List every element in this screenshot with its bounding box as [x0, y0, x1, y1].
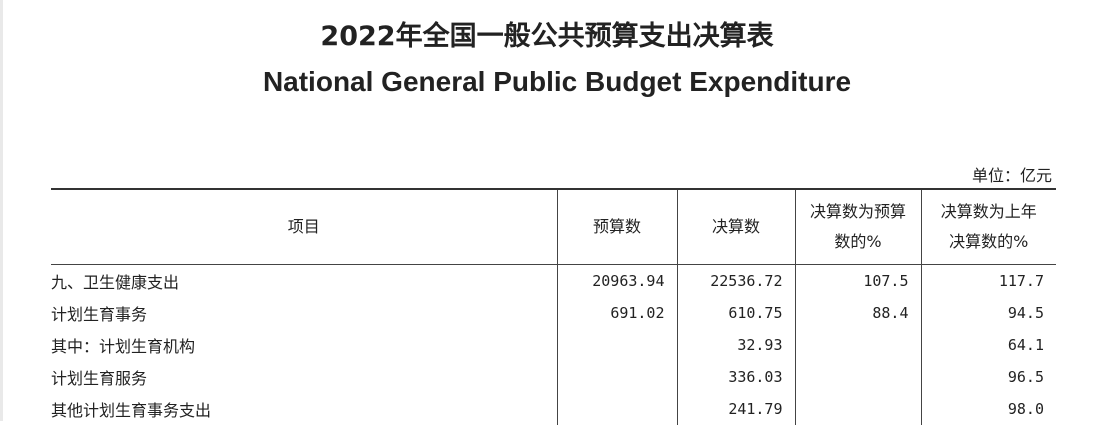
row-pct-prev: 94.5: [920, 297, 1056, 329]
page-title-english: National General Public Budget Expenditu…: [262, 66, 852, 97]
page-title-chinese: 2022年全国一般公共预算支出决算表: [320, 21, 774, 52]
table-header-row: 项目 预算数 决算数 决算数为预算数的% 决算数为上年决算数的%: [51, 188, 1056, 265]
row-final: 32.93: [676, 329, 795, 361]
table-row: 其他计划生育事务支出 241.79 98.0: [51, 393, 1056, 425]
row-pct-prev: 98.0: [920, 393, 1056, 425]
header-budget: 预算数: [556, 188, 677, 265]
header-pct-budget: 决算数为预算数的%: [794, 188, 921, 265]
row-item: 其他计划生育事务支出: [51, 401, 212, 420]
row-final: 336.03: [676, 361, 795, 393]
row-final: 241.79: [676, 393, 795, 425]
row-item: 计划生育服务: [51, 369, 148, 388]
row-final: 22536.72: [676, 264, 795, 297]
row-pct-budget: [794, 329, 921, 361]
header-item: 项目: [51, 188, 557, 265]
table-row: 计划生育事务 691.02 610.75 88.4 94.5: [51, 297, 1056, 329]
row-pct-budget: 88.4: [794, 297, 921, 329]
table-row: 九、卫生健康支出 20963.94 22536.72 107.5 117.7: [51, 264, 1056, 297]
row-budget: 20963.94: [556, 264, 677, 297]
row-pct-budget: [794, 393, 921, 425]
table-row: 计划生育服务 336.03 96.5: [51, 361, 1056, 393]
header-pct-prev: 决算数为上年决算数的%: [920, 188, 1056, 265]
row-item: 计划生育事务: [51, 305, 148, 324]
row-item: 其中：计划生育机构: [51, 337, 196, 356]
left-edge-border: [0, 0, 3, 421]
row-budget: [556, 361, 677, 393]
header-final: 决算数: [676, 188, 795, 265]
row-item: 九、卫生健康支出: [51, 273, 180, 292]
row-budget: 691.02: [556, 297, 677, 329]
row-pct-prev: 64.1: [920, 329, 1056, 361]
row-pct-prev: 96.5: [920, 361, 1056, 393]
header-pct-prev-text: 决算数为上年决算数的%: [940, 202, 1037, 251]
row-pct-budget: [794, 361, 921, 393]
row-pct-prev: 117.7: [920, 264, 1056, 297]
header-pct-budget-text: 决算数为预算数的%: [809, 202, 906, 251]
budget-table: 项目 预算数 决算数 决算数为预算数的% 决算数为上年决算数的% 九、卫生健康支…: [51, 188, 1056, 425]
row-pct-budget: 107.5: [794, 264, 921, 297]
table-row: 其中：计划生育机构 32.93 64.1: [51, 329, 1056, 361]
row-final: 610.75: [676, 297, 795, 329]
row-budget: [556, 329, 677, 361]
row-budget: [556, 393, 677, 425]
unit-label: 单位：亿元: [971, 166, 1052, 185]
